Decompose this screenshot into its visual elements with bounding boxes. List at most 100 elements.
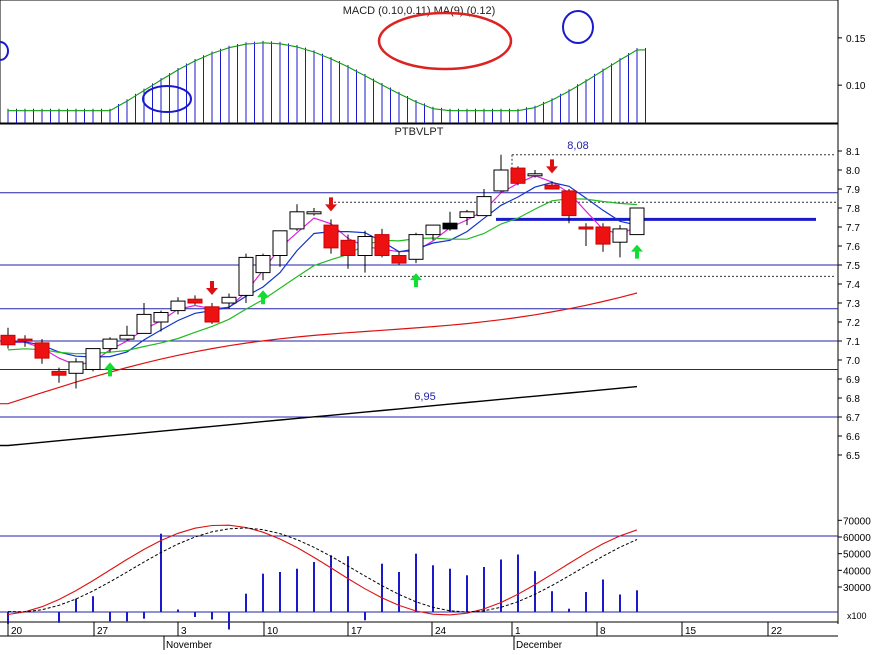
price-tick-label-16: 6.5: [846, 451, 860, 462]
candle-body-1: [17, 338, 33, 342]
moving-averages: [0, 175, 638, 447]
ma-slow-line: [0, 292, 638, 405]
volume-osc-signal: [7, 527, 638, 613]
circle-red: [377, 11, 513, 71]
date-label-3: 10: [267, 626, 279, 637]
indicator-tick-label-1: 0.10: [846, 81, 866, 92]
candle-body-7: [119, 334, 135, 340]
candles: [0, 154, 645, 389]
candle-body-9: [153, 312, 169, 323]
month-label-0: November: [166, 640, 213, 650]
price-tick-label-15: 6.6: [846, 432, 860, 443]
candle-body-21: [357, 236, 373, 256]
candle-body-31: [527, 173, 543, 177]
price-tick-label-4: 7.7: [846, 223, 860, 234]
volume-tick-label-2: 50000: [843, 550, 871, 561]
candle-body-26: [442, 222, 458, 230]
price-tick-label-11: 7.0: [846, 356, 860, 367]
volume-osc-line: [7, 524, 638, 616]
candle-body-33: [561, 190, 577, 217]
candle-body-6: [102, 338, 118, 350]
candle-body-15: [255, 255, 271, 274]
buy-arrow-2: [410, 273, 422, 288]
date-label-6: 1: [515, 626, 521, 637]
buy-arrow-1: [257, 290, 269, 305]
indicator-tick-label-0: 0.15: [846, 34, 866, 45]
candle-body-13: [221, 296, 237, 304]
candle-body-23: [391, 255, 407, 264]
price-tick-label-1: 8.0: [846, 166, 860, 177]
candle-body-28: [476, 196, 492, 217]
price-tick-label-8: 7.3: [846, 299, 860, 310]
price-tick-label-0: 8.1: [846, 147, 860, 158]
month-label-1: December: [516, 640, 563, 650]
candle-body-10: [170, 300, 186, 312]
sell-arrow-0: [206, 281, 218, 295]
low-annotation: 6,95: [414, 391, 435, 403]
candle-body-8: [136, 313, 152, 334]
candle-body-19: [323, 224, 339, 249]
indicator-layer: [0, 10, 646, 123]
candle-body-2: [34, 342, 50, 359]
sell-arrow-2: [546, 159, 558, 174]
candle-body-37: [629, 207, 645, 236]
date-label-9: 22: [771, 626, 783, 637]
candle-body-17: [289, 211, 305, 230]
price-levels: [0, 154, 838, 418]
date-label-7: 8: [600, 626, 606, 637]
date-label-2: 3: [181, 626, 187, 637]
candle-body-3: [51, 370, 67, 376]
candle-body-22: [374, 234, 390, 257]
volume-tick-label-3: 40000: [843, 566, 871, 577]
candle-body-14: [238, 256, 254, 296]
price-tick-label-14: 6.7: [846, 413, 860, 424]
candle-body-0: [0, 334, 16, 346]
candle-body-34: [578, 226, 594, 230]
candle-body-27: [459, 211, 475, 219]
volume-panel: [0, 524, 838, 630]
high-annotation: 8,08: [567, 140, 588, 152]
candle-body-5: [85, 348, 101, 371]
date-label-8: 15: [685, 626, 697, 637]
price-tick-label-2: 7.9: [846, 185, 860, 196]
buy-arrow-3: [631, 244, 643, 259]
candle-body-24: [408, 234, 424, 260]
indicator-panel: [0, 0, 839, 124]
candle-body-20: [340, 239, 356, 257]
volume-tick-label-1: 60000: [843, 533, 871, 544]
candle-body-30: [510, 167, 526, 184]
date-label-5: 24: [435, 626, 447, 637]
candle-body-25: [425, 224, 441, 236]
circle-blue-edge: [0, 41, 9, 61]
circle-blue-2: [562, 10, 594, 44]
candle-body-29: [493, 169, 509, 192]
date-label-0: 20: [11, 626, 23, 637]
buy-arrow-0: [104, 362, 116, 377]
indicator-signal-line: [8, 42, 646, 112]
candle-body-12: [204, 306, 220, 323]
candle-body-32: [544, 184, 560, 190]
sell-arrow-1: [325, 197, 337, 212]
ma-mid-line: [8, 181, 638, 358]
price-tick-label-6: 7.5: [846, 261, 860, 272]
price-tick-label-3: 7.8: [846, 204, 860, 215]
ma-slowest-line: [0, 385, 638, 447]
signal-arrows: [104, 159, 643, 377]
circle-blue-1: [142, 85, 192, 113]
candle-body-4: [68, 361, 84, 374]
volume-tick-label-0: 70000: [843, 516, 871, 527]
candle-body-16: [272, 230, 288, 257]
candle-body-11: [187, 298, 203, 304]
axes: 8.1 8.0 7.9 7.8 7.7 7.6 7.5 7.4 7.3 7.2 7.1 7.0 6.9 6…: [0, 34, 871, 651]
price-tick-label-7: 7.4: [846, 280, 860, 291]
date-label-1: 27: [97, 626, 109, 637]
candle-body-35: [595, 226, 611, 245]
date-label-4: 17: [351, 626, 363, 637]
price-tick-label-5: 7.6: [846, 242, 860, 253]
ma-long-line: [7, 198, 638, 355]
candle-body-18: [306, 211, 322, 215]
volume-unit-label: x100: [847, 611, 867, 621]
volume-tick-label-4: 30000: [843, 583, 871, 594]
